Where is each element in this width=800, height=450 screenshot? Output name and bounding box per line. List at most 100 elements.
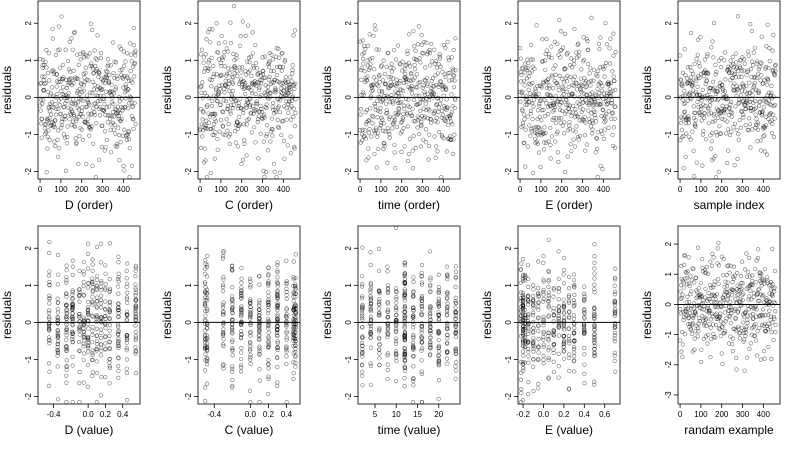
data-point [374, 78, 379, 83]
data-point [681, 285, 686, 290]
data-point [94, 359, 99, 364]
data-point [701, 336, 706, 342]
data-point [407, 104, 412, 110]
data-point [226, 66, 231, 71]
data-point [127, 146, 132, 151]
data-point [526, 380, 531, 385]
data-point [114, 142, 120, 147]
data-point [424, 40, 429, 45]
data-point [253, 83, 259, 88]
x-tick-label: 200 [555, 185, 569, 194]
data-point [81, 293, 87, 298]
data-point [592, 276, 597, 281]
x-tick-label: 0.2 [558, 410, 570, 419]
data-point [693, 124, 698, 129]
data-point [54, 72, 60, 77]
data-point [706, 291, 711, 296]
data-point [52, 118, 57, 123]
data-point [520, 257, 526, 262]
data-point [556, 83, 561, 88]
data-point [55, 330, 60, 335]
data-point [248, 347, 253, 352]
data-point [453, 349, 458, 354]
data-point [289, 79, 294, 84]
data-point [410, 87, 415, 92]
data-point [445, 304, 450, 309]
data-point [536, 285, 541, 291]
data-point [263, 104, 268, 110]
data-point [428, 289, 433, 294]
data-point [562, 256, 567, 261]
data-point [50, 85, 55, 90]
data-point [248, 316, 253, 321]
data-point [275, 319, 280, 324]
data-point [689, 331, 695, 337]
data-point [271, 161, 277, 166]
data-point [86, 116, 91, 121]
data-point [613, 306, 618, 312]
data-point [748, 67, 753, 72]
data-point [129, 100, 134, 105]
data-point [64, 327, 69, 332]
data-point [377, 362, 382, 367]
data-point [122, 127, 127, 132]
data-point [536, 357, 541, 363]
data-point [69, 36, 74, 41]
data-point [368, 62, 373, 67]
data-point [275, 324, 280, 329]
data-point [690, 321, 696, 326]
data-point [535, 132, 540, 137]
data-point [592, 282, 597, 287]
data-point [411, 336, 416, 341]
data-point [104, 104, 109, 110]
data-point [524, 68, 529, 73]
data-point [107, 339, 112, 344]
data-point [600, 64, 606, 69]
data-point [531, 349, 536, 354]
data-point [113, 144, 118, 149]
data-point [90, 332, 95, 337]
data-point [544, 36, 549, 42]
data-point [121, 85, 126, 90]
data-point [284, 278, 289, 284]
data-point [96, 94, 101, 99]
data-point [521, 360, 526, 365]
data-point [55, 345, 60, 350]
data-point [81, 317, 87, 322]
data-point [55, 300, 61, 305]
data-point [680, 278, 685, 283]
data-point [60, 116, 65, 121]
y-tick-label: 0 [664, 95, 673, 100]
data-point [612, 325, 617, 331]
data-point [284, 307, 289, 312]
data-point [252, 125, 257, 130]
data-point [752, 45, 757, 50]
data-point [257, 298, 262, 303]
data-point [701, 323, 707, 328]
data-point [436, 358, 442, 364]
data-point [118, 47, 124, 52]
x-tick-label: 0 [38, 185, 43, 194]
data-point [722, 50, 727, 55]
data-point [44, 65, 49, 70]
data-point [556, 351, 561, 357]
data-point [63, 47, 68, 52]
data-point [612, 338, 617, 344]
data-point [55, 353, 60, 358]
data-point [380, 78, 386, 83]
data-point [266, 281, 271, 287]
data-point [405, 158, 411, 164]
data-point [293, 306, 298, 312]
data-point [428, 120, 434, 125]
data-point [700, 314, 705, 319]
data-point [385, 331, 390, 336]
data-point [133, 317, 138, 322]
data-point [419, 371, 425, 377]
data-point [746, 116, 752, 121]
data-point [248, 344, 253, 349]
data-point [712, 118, 717, 124]
data-point [288, 117, 294, 122]
data-point [376, 311, 382, 316]
data-point [266, 334, 271, 340]
data-point [372, 23, 377, 28]
